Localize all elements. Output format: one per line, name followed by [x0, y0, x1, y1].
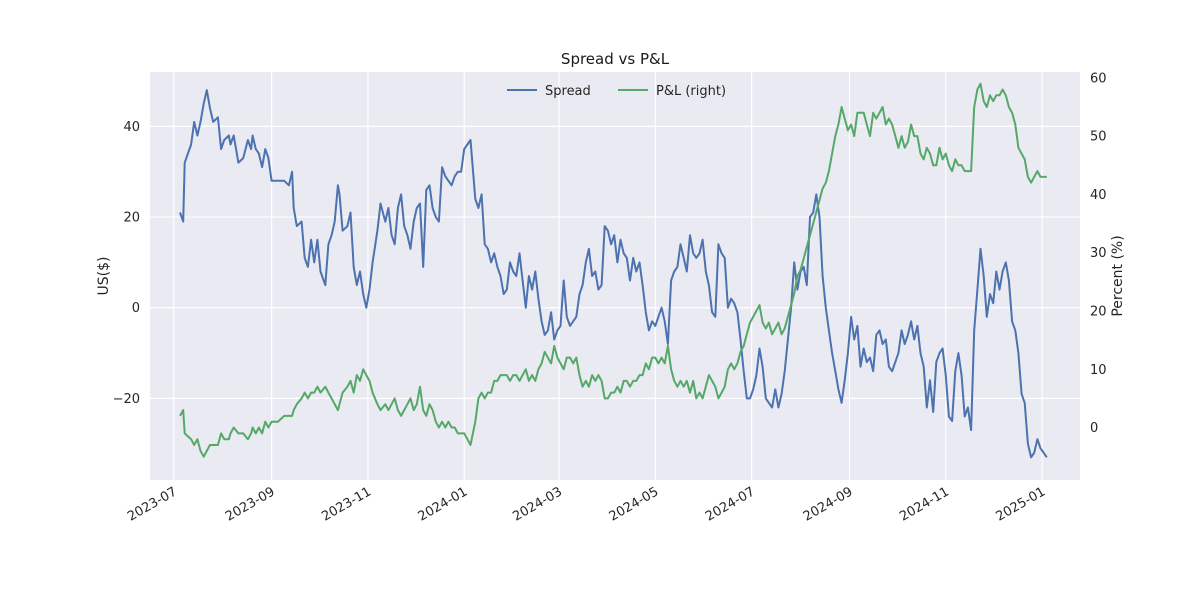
legend: Spread P&L (right): [507, 84, 726, 99]
y2-tick-label: 50: [1090, 130, 1107, 145]
y-tick-label: 20: [123, 211, 140, 226]
y-axis-label: US($): [96, 257, 112, 296]
plot-area: [150, 72, 1080, 480]
y-tick-label: 40: [123, 120, 140, 135]
series-lines: [179, 82, 1048, 459]
spread-series-line: [179, 89, 1048, 459]
legend-label-pnl: P&L (right): [656, 84, 726, 99]
y2-axis-label: Percent (%): [1110, 235, 1126, 316]
y2-tick-label: 10: [1090, 363, 1107, 378]
pnl-series-line: [179, 82, 1047, 458]
chart-title: Spread vs P&L: [561, 50, 670, 68]
legend-label-spread: Spread: [545, 84, 591, 99]
y2-tick-label: 60: [1090, 71, 1107, 86]
y2-tick-label: 30: [1090, 246, 1107, 261]
y2-tick-label: 40: [1090, 188, 1107, 203]
y2-tick-label: 0: [1090, 421, 1098, 436]
y-tick-label: −20: [113, 392, 140, 407]
grid: [150, 72, 1080, 480]
y-tick-label: 0: [132, 301, 140, 316]
y2-tick-label: 20: [1090, 304, 1107, 319]
